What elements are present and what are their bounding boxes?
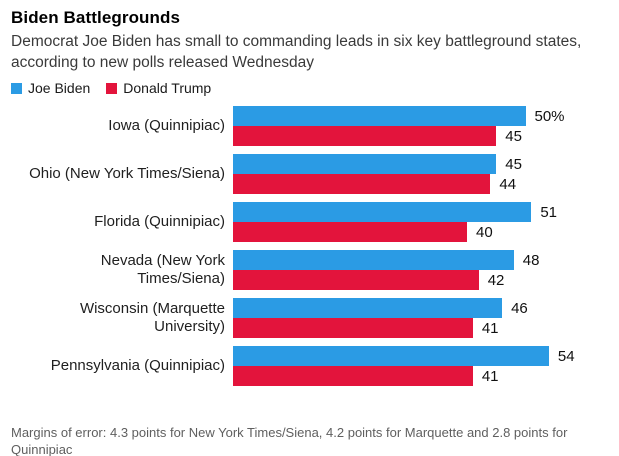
value-label-joe-biden: 46 (511, 299, 528, 317)
chart-subtitle: Democrat Joe Biden has small to commandi… (11, 33, 582, 71)
category-label: Florida (Quinnipiac) (94, 213, 225, 230)
bar-line-joe-biden: 50% (233, 106, 611, 126)
category-label: Nevada (New York Times/Siena) (100, 252, 225, 287)
chart-row-florida-quinnipiac: Florida (Quinnipiac) 51 40 (11, 202, 611, 242)
bar-group: 45 44 (233, 154, 611, 194)
chart-row-pennsylvania-quinnipiac: Pennsylvania (Quinnipiac) 54 41 (11, 346, 611, 386)
bar-donald-trump-ohio-new-york-times-siena (233, 174, 491, 194)
category-label: Iowa (Quinnipiac) (108, 117, 225, 134)
value-label-donald-trump: 42 (487, 271, 505, 289)
chart-row-nevada-new-york-times-siena: Nevada (New York Times/Siena) 48 42 (11, 250, 611, 290)
chart-row-iowa-quinnipiac: Iowa (Quinnipiac) 50% 45 (11, 106, 611, 146)
bar-line-donald-trump: 44 (233, 174, 611, 194)
value-label-donald-trump: 40 (476, 223, 493, 241)
bar-line-joe-biden: 51 (233, 202, 611, 222)
value-label-joe-biden: 50% (534, 107, 565, 125)
bar-donald-trump-florida-quinnipiac (233, 222, 467, 242)
value-label-joe-biden: 45 (505, 155, 522, 173)
legend-label: Donald Trump (123, 80, 212, 96)
category-label: Wisconsin (Marquette University) (79, 300, 225, 335)
bar-joe-biden-florida-quinnipiac (233, 202, 532, 222)
bar-line-donald-trump: 41 (233, 318, 611, 338)
bar-joe-biden-pennsylvania-quinnipiac (233, 346, 549, 366)
bar-joe-biden-iowa-quinnipiac (233, 106, 526, 126)
bar-line-joe-biden: 54 (233, 346, 611, 366)
category-label: Pennsylvania (Quinnipiac) (50, 357, 225, 374)
bar-group: 50% 45 (233, 106, 611, 146)
value-label-donald-trump: 41 (481, 367, 499, 385)
value-label-joe-biden: 48 (522, 251, 540, 269)
chart-legend: Joe Biden Donald Trump (11, 80, 611, 96)
bar-line-joe-biden: 46 (233, 298, 611, 318)
legend-item-joe-biden: Joe Biden (11, 80, 90, 96)
bar-joe-biden-nevada-new-york-times-siena (233, 250, 514, 270)
bar-group: 54 41 (233, 346, 611, 386)
value-label-joe-biden: 51 (540, 203, 558, 221)
bar-group: 51 40 (233, 202, 611, 242)
bar-line-donald-trump: 41 (233, 366, 611, 386)
bar-joe-biden-wisconsin-marquette-university (233, 298, 503, 318)
bar-joe-biden-ohio-new-york-times-siena (233, 154, 497, 174)
bar-line-donald-trump: 45 (233, 126, 611, 146)
bar-line-joe-biden: 45 (233, 154, 611, 174)
legend-swatch-joe-biden (11, 82, 22, 94)
footnote: Margins of error: 4.3 points for New Yor… (11, 425, 568, 456)
bar-line-donald-trump: 40 (233, 222, 611, 242)
value-label-donald-trump: 41 (481, 319, 499, 337)
value-label-donald-trump: 45 (505, 127, 522, 145)
legend-swatch-donald-trump (106, 82, 118, 94)
bar-donald-trump-nevada-new-york-times-siena (233, 270, 479, 290)
chart-row-ohio-new-york-times-siena: Ohio (New York Times/Siena) 45 44 (11, 154, 611, 194)
legend-item-donald-trump: Donald Trump (106, 80, 211, 96)
value-label-joe-biden: 54 (557, 347, 575, 365)
bar-donald-trump-iowa-quinnipiac (233, 126, 497, 146)
bar-line-donald-trump: 42 (233, 270, 611, 290)
bar-donald-trump-pennsylvania-quinnipiac (233, 366, 473, 386)
legend-label: Joe Biden (28, 80, 91, 96)
chart-title: Biden Battlegrounds (11, 8, 181, 27)
bar-line-joe-biden: 48 (233, 250, 611, 270)
chart-row-wisconsin-marquette-university: Wisconsin (Marquette University) 46 41 (11, 298, 611, 338)
bar-group: 48 42 (233, 250, 611, 290)
bar-group: 46 41 (233, 298, 611, 338)
plot-area: Iowa (Quinnipiac) 50% 45 Ohio (New York Tim… (11, 106, 611, 386)
value-label-donald-trump: 44 (499, 175, 517, 193)
bar-donald-trump-wisconsin-marquette-university (233, 318, 473, 338)
category-label: Ohio (New York Times/Siena) (29, 165, 225, 182)
